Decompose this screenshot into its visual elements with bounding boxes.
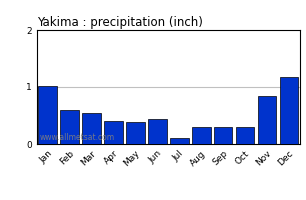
Text: www.allmetsat.com: www.allmetsat.com [39,133,114,142]
Bar [258,96,276,144]
Bar [192,127,211,144]
Bar [104,121,123,144]
Bar [60,110,79,144]
Bar [170,138,188,144]
Bar [236,127,254,144]
Bar [214,127,233,144]
Bar [280,77,298,144]
Text: Yakima : precipitation (inch): Yakima : precipitation (inch) [37,16,203,29]
Bar [126,122,145,144]
Bar [82,113,101,144]
Bar [148,119,167,144]
Bar [38,86,57,144]
